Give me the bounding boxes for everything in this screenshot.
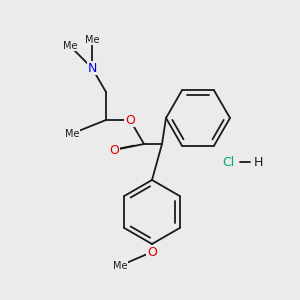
Text: H: H bbox=[253, 155, 263, 169]
Text: Me: Me bbox=[85, 35, 99, 45]
Text: O: O bbox=[147, 245, 157, 259]
Text: N: N bbox=[87, 61, 97, 74]
Text: O: O bbox=[109, 143, 119, 157]
Text: Me: Me bbox=[63, 41, 77, 51]
Text: Me: Me bbox=[65, 129, 79, 139]
Text: O: O bbox=[125, 113, 135, 127]
Text: Me: Me bbox=[113, 261, 127, 271]
Text: Cl: Cl bbox=[222, 155, 234, 169]
